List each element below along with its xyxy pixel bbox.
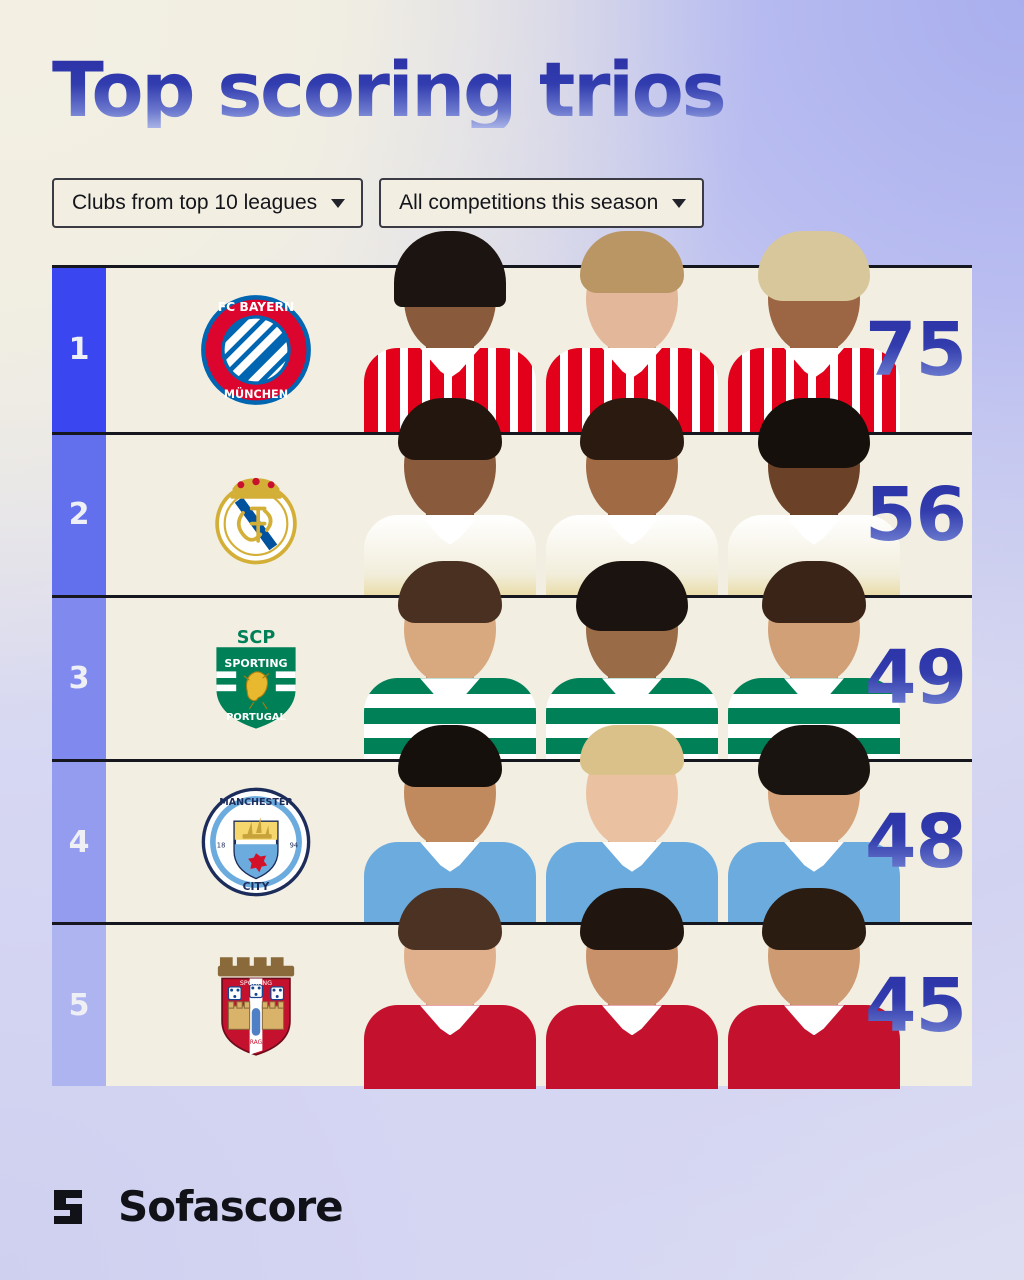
svg-text:MANCHESTER: MANCHESTER — [219, 797, 293, 808]
competition-filter-label: All competitions this season — [399, 191, 659, 214]
player-portrait — [726, 874, 902, 1090]
rank-indicator: 4 — [52, 761, 106, 923]
sofascore-logo-icon — [52, 1184, 98, 1230]
player-trio — [352, 210, 912, 432]
rank-indicator: 3 — [52, 598, 106, 759]
player-portrait — [544, 711, 720, 926]
competition-filter[interactable]: All competitions this season — [379, 178, 705, 228]
bayern-munich-badge[interactable]: FC BAYERN MÜNCHEN — [192, 286, 320, 414]
svg-text:SPORTING: SPORTING — [240, 979, 272, 986]
table-row[interactable]: 5 SPORTING BRAGA 45 — [52, 888, 972, 1090]
goal-count: 49 — [865, 635, 967, 722]
brand-logo: Sofascore — [52, 1182, 344, 1231]
chevron-down-icon — [331, 198, 346, 208]
player-portrait — [362, 874, 538, 1090]
svg-text:CITY: CITY — [243, 880, 270, 893]
rank-number: 5 — [68, 988, 90, 1024]
table-row[interactable]: 2 56 — [52, 397, 972, 599]
svg-text:SPORTING: SPORTING — [224, 657, 287, 670]
player-trio — [352, 540, 912, 763]
page-title: Top scoring trios — [52, 45, 727, 134]
brand-name: Sofascore — [118, 1182, 344, 1231]
goal-count: 75 — [865, 306, 967, 393]
rank-indicator: 2 — [52, 434, 106, 596]
real-madrid-badge[interactable] — [192, 451, 320, 579]
svg-text:PORTUGAL: PORTUGAL — [226, 712, 286, 723]
player-trio — [352, 377, 912, 599]
rank-number: 2 — [68, 497, 90, 533]
rank-number: 3 — [68, 660, 90, 696]
player-trio — [352, 867, 912, 1090]
svg-text:FC BAYERN: FC BAYERN — [218, 300, 295, 314]
ranking-table: 1 FC BAYERN MÜNCHEN 75 2 — [52, 231, 972, 1090]
rank-number: 4 — [68, 824, 90, 860]
chevron-down-icon — [672, 198, 687, 208]
goal-count: 56 — [865, 471, 967, 558]
player-portrait — [362, 547, 538, 763]
player-portrait — [544, 384, 720, 599]
sporting-braga-badge[interactable]: SPORTING BRAGA — [192, 942, 320, 1070]
svg-text:MÜNCHEN: MÜNCHEN — [224, 387, 288, 401]
manchester-city-badge[interactable]: MANCHESTER CITY 18 94 — [192, 778, 320, 906]
goal-count: 48 — [865, 799, 967, 886]
player-portrait — [544, 547, 720, 763]
table-row[interactable]: 1 FC BAYERN MÜNCHEN 75 — [52, 231, 972, 432]
player-portrait — [544, 874, 720, 1090]
rank-number: 1 — [68, 332, 90, 368]
svg-text:BRAGA: BRAGA — [246, 1040, 266, 1046]
player-portrait — [726, 384, 902, 599]
svg-text:94: 94 — [290, 842, 299, 850]
svg-text:18: 18 — [217, 842, 226, 850]
filter-bar: Clubs from top 10 leagues All competitio… — [52, 178, 705, 228]
sporting-cp-badge[interactable]: SCP SPORTING PORTUGAL — [192, 614, 320, 742]
rank-indicator: 1 — [52, 268, 106, 432]
svg-text:SCP: SCP — [237, 628, 276, 648]
league-filter[interactable]: Clubs from top 10 leagues — [52, 178, 364, 228]
goal-count: 45 — [865, 962, 967, 1049]
rank-indicator: 5 — [52, 925, 106, 1086]
league-filter-label: Clubs from top 10 leagues — [72, 191, 318, 214]
